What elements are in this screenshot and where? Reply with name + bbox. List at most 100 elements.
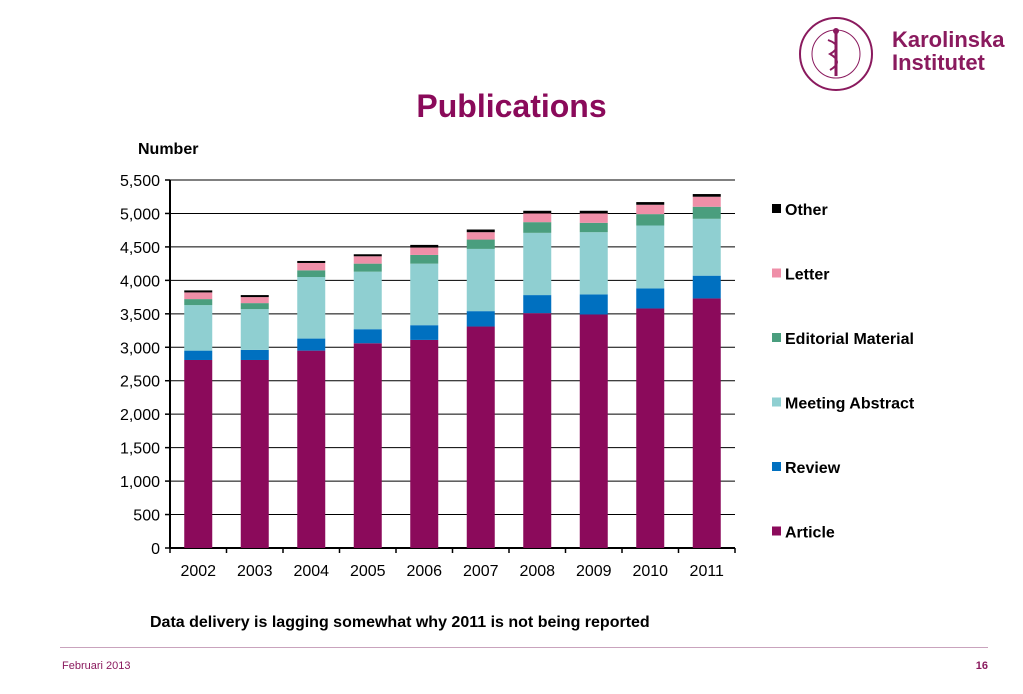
bar-meeting-abstract-2002 [184, 305, 213, 351]
legend-label-meeting-abstract: Meeting Abstract [785, 396, 915, 413]
x-tick-label: 2010 [632, 563, 668, 580]
y-tick-label: 2,500 [120, 374, 160, 391]
bar-article-2010 [636, 308, 665, 548]
bar-meeting-abstract-2003 [240, 309, 269, 350]
bar-other-2010 [636, 202, 665, 205]
bar-article-2006 [410, 339, 439, 548]
bar-letter-2002 [184, 292, 213, 300]
bar-letter-2006 [410, 247, 439, 255]
bar-editorial-material-2007 [466, 239, 495, 249]
bar-review-2005 [353, 329, 382, 344]
bar-review-2010 [636, 288, 665, 309]
bar-letter-2010 [636, 204, 665, 215]
caption: Data delivery is lagging somewhat why 20… [150, 614, 650, 631]
bar-meeting-abstract-2007 [466, 248, 495, 312]
bar-review-2008 [523, 295, 552, 314]
bar-letter-2008 [523, 213, 552, 223]
legend-swatch-editorial-material [772, 333, 781, 342]
bar-other-2003 [240, 295, 269, 298]
bar-meeting-abstract-2010 [636, 225, 665, 289]
y-tick-label: 1,500 [120, 441, 160, 458]
bar-article-2004 [297, 350, 326, 548]
bar-editorial-material-2009 [579, 222, 608, 233]
legend-swatch-article [772, 526, 781, 536]
y-tick-label: 3,500 [120, 307, 160, 324]
bar-review-2003 [240, 349, 269, 360]
legend-label-review: Review [785, 460, 841, 477]
y-tick-label: 1,000 [120, 474, 160, 491]
x-tick-label: 2004 [293, 563, 329, 580]
bar-editorial-material-2005 [353, 263, 382, 272]
bar-article-2011 [692, 298, 721, 548]
logo-line-2: Institutet [892, 50, 985, 75]
logo-line-1: Karolinska [892, 27, 1005, 52]
x-tick-label: 2009 [576, 563, 612, 580]
legend-label-editorial-material: Editorial Material [785, 331, 914, 348]
y-tick-label: 4,000 [120, 273, 160, 290]
bar-letter-2009 [579, 213, 608, 223]
bar-editorial-material-2004 [297, 270, 326, 278]
y-tick-label: 0 [151, 541, 160, 558]
x-tick-label: 2006 [406, 563, 442, 580]
bar-letter-2011 [692, 196, 721, 207]
bar-other-2007 [466, 229, 495, 233]
y-tick-label: 4,500 [120, 240, 160, 257]
bar-review-2002 [184, 350, 213, 360]
bar-meeting-abstract-2011 [692, 218, 721, 276]
y-tick-label: 5,500 [120, 173, 160, 190]
bar-review-2004 [297, 338, 326, 351]
logo-text: Karolinska Institutet [892, 28, 1005, 74]
bar-article-2003 [240, 359, 269, 548]
bar-letter-2003 [240, 297, 269, 304]
bar-meeting-abstract-2008 [523, 232, 552, 296]
y-tick-label: 500 [133, 508, 160, 525]
karolinska-logo [796, 14, 996, 94]
bar-letter-2007 [466, 232, 495, 240]
bar-editorial-material-2002 [184, 299, 213, 306]
bar-editorial-material-2011 [692, 206, 721, 219]
bar-article-2002 [184, 359, 213, 548]
bar-review-2006 [410, 325, 439, 340]
bar-meeting-abstract-2005 [353, 271, 382, 330]
legend-swatch-meeting-abstract [772, 397, 781, 407]
bar-other-2002 [184, 290, 213, 293]
legend-swatch-letter [772, 268, 781, 278]
bar-editorial-material-2010 [636, 214, 665, 226]
x-tick-label: 2008 [519, 563, 555, 580]
x-tick-label: 2002 [180, 563, 216, 580]
bar-editorial-material-2003 [240, 303, 269, 310]
legend-label-other: Other [785, 202, 828, 219]
bar-review-2007 [466, 311, 495, 327]
x-tick-label: 2005 [350, 563, 386, 580]
x-tick-label: 2003 [237, 563, 273, 580]
x-tick-label: 2007 [463, 563, 499, 580]
footer-date: Februari 2013 [62, 660, 131, 672]
bar-letter-2005 [353, 256, 382, 264]
bar-article-2005 [353, 343, 382, 548]
bar-other-2011 [692, 194, 721, 197]
bar-article-2009 [579, 314, 608, 548]
bar-other-2008 [523, 210, 552, 214]
y-tick-label: 5,000 [120, 206, 160, 223]
bar-article-2008 [523, 313, 552, 548]
bar-other-2005 [353, 254, 382, 257]
y-axis-title: Number [138, 141, 199, 158]
legend-label-article: Article [785, 525, 835, 542]
bar-review-2009 [579, 294, 608, 315]
page-title: Publications [416, 88, 607, 124]
bar-editorial-material-2008 [523, 222, 552, 233]
bar-other-2004 [297, 260, 326, 263]
bar-other-2009 [579, 210, 608, 214]
legend-swatch-other [772, 204, 781, 213]
bar-letter-2004 [297, 262, 326, 271]
x-tick-label: 2011 [690, 563, 725, 580]
bar-editorial-material-2006 [410, 254, 439, 264]
bar-meeting-abstract-2006 [410, 263, 439, 326]
bar-article-2007 [466, 326, 495, 548]
y-tick-label: 3,000 [120, 340, 160, 357]
stacked-bar-chart: 0 500 1,000 1,500 2,000 2,500 3,000 3,500 4,000 4… [120, 173, 915, 580]
legend-label-letter: Letter [785, 267, 829, 284]
bar-other-2006 [410, 244, 439, 248]
bar-meeting-abstract-2009 [579, 232, 608, 295]
page-number: 16 [975, 660, 988, 672]
